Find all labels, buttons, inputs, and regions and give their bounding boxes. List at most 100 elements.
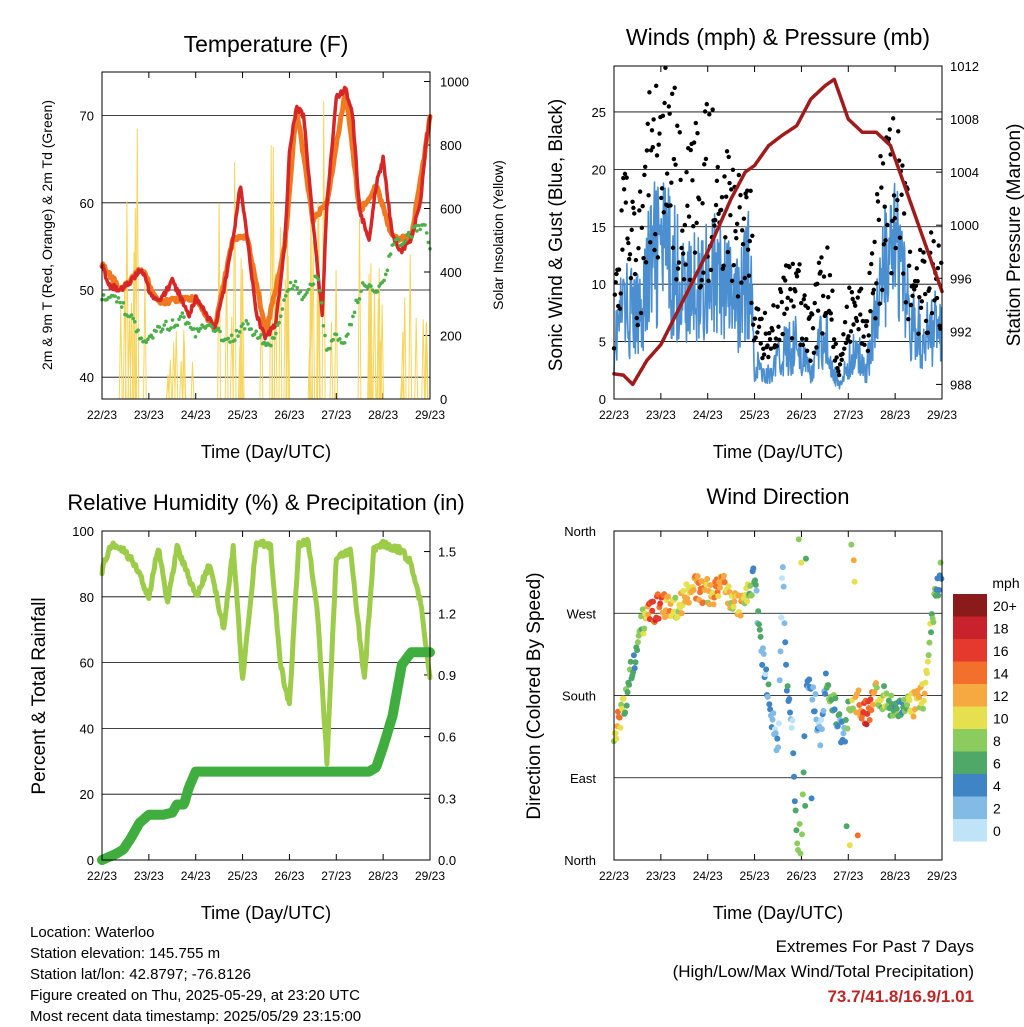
solar-spike: [372, 289, 377, 400]
dewpoint-point: [415, 229, 419, 233]
legend-label: 14: [993, 666, 1009, 682]
direction-point: [806, 676, 813, 683]
gust-point: [760, 355, 765, 361]
winds-x-tick-label: 27/23: [833, 408, 863, 422]
rh-y2-tick-label: 1.5: [438, 545, 456, 560]
gust-point: [638, 310, 644, 316]
solar-spike: [329, 321, 334, 400]
dewpoint-point: [162, 323, 167, 327]
gust-point: [804, 337, 809, 342]
dewpoint-point: [382, 278, 386, 283]
gust-point: [675, 266, 681, 271]
gust-point: [700, 201, 705, 206]
gust-point: [918, 305, 924, 311]
dewpoint-point: [159, 330, 163, 334]
dewpoint-point: [146, 337, 150, 342]
gust-point: [680, 228, 685, 233]
direction-point: [770, 710, 777, 717]
gust-point: [623, 200, 629, 205]
dewpoint-point: [252, 332, 257, 336]
temp-x-tick-label: 25/23: [228, 408, 258, 422]
direction-point: [809, 696, 816, 703]
gust-point: [656, 142, 661, 147]
gust-point: [936, 243, 941, 248]
gust-point: [694, 220, 699, 226]
legend-swatch: [953, 774, 987, 797]
gust-point: [875, 199, 881, 204]
gust-point: [922, 259, 927, 264]
gust-point: [801, 297, 806, 302]
gust-point: [893, 245, 898, 251]
direction-point: [784, 683, 791, 690]
gust-point: [747, 238, 752, 244]
gust-point: [861, 334, 866, 339]
dewpoint-point: [196, 329, 201, 334]
temp-y-tick-label: 60: [80, 196, 94, 211]
direction-point: [936, 586, 943, 593]
dewpoint-point: [375, 289, 380, 294]
direction-point: [810, 684, 817, 691]
gust-point: [903, 300, 909, 305]
gust-point: [883, 238, 888, 243]
gust-point: [770, 328, 775, 333]
dir-y-tick-label: West: [567, 606, 597, 621]
dewpoint-point: [241, 322, 245, 326]
gust-point: [670, 245, 676, 251]
gust-point: [612, 292, 618, 297]
gust-point: [797, 262, 802, 267]
gust-point: [874, 192, 880, 197]
gust-point: [698, 283, 704, 289]
dewpoint-point: [131, 316, 135, 321]
rh-x-axis-label: Time (Day/UTC): [201, 903, 331, 923]
gust-point: [766, 354, 771, 360]
gust-point: [866, 333, 871, 338]
direction-point: [704, 575, 711, 582]
gust-point: [622, 171, 628, 177]
gust-point: [880, 161, 886, 166]
gust-point: [696, 197, 702, 202]
legend-swatch: [953, 661, 987, 684]
direction-point: [866, 716, 873, 723]
gust-point: [645, 121, 650, 127]
gust-point: [750, 322, 756, 327]
gust-point: [706, 278, 711, 284]
direction-point: [716, 584, 723, 591]
dewpoint-point: [416, 223, 421, 228]
direction-point: [930, 619, 937, 626]
rh-plot-border: [101, 530, 431, 861]
gust-point: [725, 249, 731, 255]
gust-point: [915, 279, 920, 284]
gust-point: [654, 153, 660, 158]
winds-y-tick-label: 20: [592, 162, 606, 177]
gust-point: [869, 251, 875, 256]
gust-point: [796, 268, 801, 274]
direction-point: [842, 738, 849, 745]
dewpoint-point: [413, 224, 418, 228]
gust-point: [762, 310, 768, 316]
dewpoint-point: [311, 282, 316, 286]
direction-point: [844, 725, 851, 732]
gust-point: [755, 330, 760, 335]
dewpoint-point: [187, 321, 191, 326]
dewpoint-point: [356, 300, 360, 305]
gust-point: [738, 192, 743, 198]
gust-point: [856, 326, 861, 332]
dewpoint-point: [121, 301, 126, 305]
direction-point: [655, 615, 662, 622]
temp-y-tick-label: 40: [80, 370, 94, 385]
gust-point: [748, 188, 753, 194]
gust-point: [788, 286, 793, 292]
dir-x-tick-label: 25/23: [740, 869, 770, 883]
gust-point: [729, 278, 735, 284]
rh-y-tick-label: 20: [80, 787, 94, 802]
gust-point: [702, 162, 707, 167]
gust-point: [913, 283, 919, 289]
dewpoint-point: [193, 335, 198, 339]
gust-point: [855, 295, 860, 300]
direction-point: [928, 629, 935, 636]
gust-point: [814, 345, 819, 350]
dewpoint-point: [119, 305, 124, 309]
direction-point: [617, 724, 624, 731]
gust-point: [685, 203, 690, 208]
gust-point: [634, 315, 639, 321]
